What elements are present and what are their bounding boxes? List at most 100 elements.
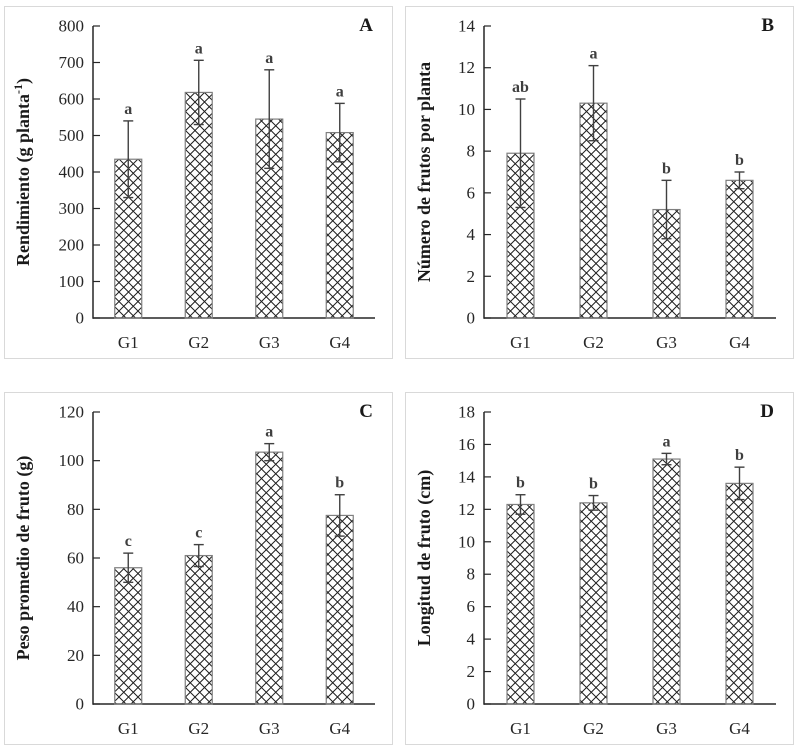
bar-g3 [255,118,284,319]
y-tick-label: 700 [59,53,85,72]
x-category-label-g2: G2 [188,333,209,352]
x-category-label-g4: G4 [729,333,750,352]
y-tick-label: 2 [467,267,476,286]
panel-letter-c: C [359,401,373,422]
bar-g4 [725,179,754,319]
bar-g1 [114,567,143,705]
x-category-label-g3: G3 [259,333,280,352]
x-category-label-g2: G2 [188,719,209,738]
sig-letter-g2: c [195,525,202,542]
bar-g1 [506,503,535,705]
x-category-label-g1: G1 [510,333,531,352]
bar-g4 [325,131,354,319]
bar-g2 [184,91,213,319]
y-tick-label: 4 [467,630,476,649]
bar-g3 [255,451,284,705]
sig-letter-g3: b [662,160,671,177]
y-tick-label: 300 [59,199,85,218]
sig-letter-g3: a [265,50,273,67]
bar-g3 [652,458,681,705]
x-category-label-g3: G3 [656,719,677,738]
bar-g4 [725,482,754,705]
y-axis-title-main: Rendimiento (g planta [13,94,34,266]
x-category-label-g2: G2 [583,333,604,352]
y-axis-title: Longitud de fruto (cm) [414,470,435,647]
panel-letter-a: A [359,15,373,36]
panel-letter-d: D [760,401,774,422]
y-tick-label: 8 [467,142,476,161]
y-tick-label: 20 [67,646,84,665]
y-tick-label: 800 [59,17,85,36]
y-tick-label: 500 [59,126,85,145]
sig-letter-g1: b [516,475,525,492]
sig-letter-g4: b [735,152,744,169]
sig-letter-g3: a [265,424,273,441]
x-category-label-g1: G1 [118,719,139,738]
sig-letter-g3: a [663,433,671,450]
y-axis-title-superscript: -1 [11,84,25,94]
y-tick-label: 6 [467,597,476,616]
panel-chart-a: 0 100 200 300 400 500 600 700 800 a G1 a G2 a G3 a G4 Ren… [4,6,393,359]
y-tick-label: 16 [458,435,475,454]
bar-g2 [184,554,213,705]
y-axis-title: Número de frutos por planta [414,62,434,282]
y-tick-label: 40 [67,597,84,616]
y-tick-label: 10 [458,532,475,551]
y-axis-title-main: Peso promedio de fruto (g) [13,456,34,661]
y-axis-title-main: Longitud de fruto (cm) [414,470,435,647]
chart-svg: 0 100 200 300 400 500 600 700 800 a G1 a G2 a G3 a G4 Ren… [11,15,375,352]
y-tick-label: 6 [467,183,476,202]
sig-letter-g1: c [125,533,132,550]
y-tick-label: 120 [59,403,85,422]
y-tick-label: 12 [458,500,475,519]
chart-svg: 0 2 4 6 8 10 12 14 ab G1 a G2 b G3 b G4 Número de frutos… [414,15,776,352]
y-tick-label: 0 [467,309,476,328]
sig-letter-g2: b [589,476,598,493]
y-tick-label: 400 [59,163,85,182]
y-tick-label: 600 [59,90,85,109]
y-axis-title: Rendimiento (g planta-1) [11,78,34,266]
y-tick-label: 18 [458,403,475,422]
y-tick-label: 2 [467,662,476,681]
y-tick-label: 100 [59,451,85,470]
y-axis-title-end: ) [13,78,34,84]
x-category-label-g4: G4 [329,719,350,738]
y-tick-label: 4 [467,225,476,244]
y-tick-label: 80 [67,500,84,519]
y-tick-label: 60 [67,549,84,568]
panel-chart-c: 0 20 40 60 80 100 120 c G1 c G2 a G3 b G4 Peso promedio… [4,392,393,745]
x-category-label-g3: G3 [656,333,677,352]
panel-chart-b: 0 2 4 6 8 10 12 14 ab G1 a G2 b G3 b G4 Número de frutos… [405,6,794,359]
panel-letter-b: B [761,15,774,36]
x-category-label-g4: G4 [729,719,750,738]
y-axis-title-main: Número de frutos por planta [414,62,434,282]
sig-letter-g2: a [590,46,598,63]
x-category-label-g1: G1 [118,333,139,352]
sig-letter-g4: b [335,475,344,492]
bar-g2 [579,502,608,705]
x-category-label-g1: G1 [510,719,531,738]
y-axis-title: Peso promedio de fruto (g) [13,456,34,661]
y-tick-label: 14 [458,17,476,36]
sig-letter-g4: a [336,83,344,100]
y-tick-label: 12 [458,58,475,77]
chart-svg: 0 2 4 6 8 10 12 14 16 18 b G1 b G2 a G3 b G4 Longitud de f… [414,401,776,738]
chart-svg: 0 20 40 60 80 100 120 c G1 c G2 a G3 b G4 Peso promedio… [13,401,375,738]
y-tick-label: 8 [467,565,476,584]
x-category-label-g2: G2 [583,719,604,738]
panel-chart-d: 0 2 4 6 8 10 12 14 16 18 b G1 b G2 a G3 b G4 Longitud de f… [405,392,794,745]
y-tick-label: 0 [76,695,85,714]
sig-letter-g1: a [124,101,132,118]
sig-letter-g1: ab [512,79,529,96]
y-tick-label: 0 [76,309,85,328]
x-category-label-g3: G3 [259,719,280,738]
bar-g4 [325,514,354,705]
sig-letter-g4: b [735,447,744,464]
y-tick-label: 10 [458,100,475,119]
x-category-label-g4: G4 [329,333,350,352]
y-tick-label: 200 [59,236,85,255]
y-tick-label: 0 [467,695,476,714]
y-tick-label: 100 [59,272,85,291]
sig-letter-g2: a [195,40,203,57]
